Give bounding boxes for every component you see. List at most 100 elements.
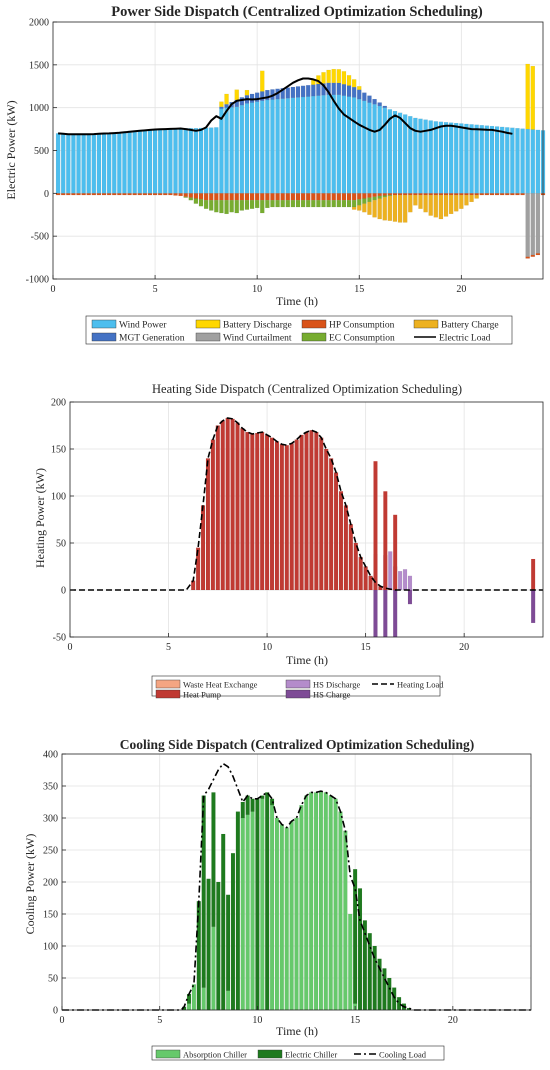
power-bar [377,198,382,220]
power-bar [275,193,280,201]
power-bar [351,206,357,210]
power-bar [351,97,357,194]
cooling-bar [304,795,309,1011]
power-bar [86,193,91,196]
power-bar [300,85,306,98]
power-bar [117,132,122,194]
power-bar [224,193,229,201]
power-bar [254,193,260,201]
power-bar [295,193,301,201]
heating-bar [260,431,265,591]
power-bar [244,193,250,201]
power-legend-label: Wind Power [119,321,167,331]
power-bar [474,194,479,199]
power-bar [474,193,479,196]
power-bar [525,128,530,194]
power-bar [61,133,66,194]
power-bar [71,193,76,196]
power-bar [168,193,173,196]
power-bar [183,196,188,198]
power-bar [382,193,387,196]
power-bar [357,193,362,200]
power-bar [515,128,520,194]
cooling-bar [250,811,255,1011]
power-bar [106,193,112,196]
heating-bar [324,448,329,591]
power-bar [132,193,137,196]
power-bar [346,85,352,97]
power-bar [198,127,204,194]
heating-bar [215,425,220,591]
power-bar [265,89,270,101]
cooling-x-tick-label: 0 [60,1015,65,1026]
power-bar [157,129,163,194]
power-bar [377,105,382,194]
power-bar [357,205,362,211]
power-bar [341,193,347,201]
power-bar [219,101,224,107]
power-bar [224,200,229,215]
power-bar [357,199,362,206]
power-bar [321,95,326,194]
power-bar [510,127,515,194]
power-bar [397,112,403,194]
power-y-tick-label: 0 [44,189,49,200]
power-bar [530,65,535,130]
power-legend-swatch [195,319,221,329]
power-bar [372,196,377,201]
power-bar [408,193,413,196]
power-bar [382,197,387,221]
power-bar [183,128,188,194]
heating-spike-bar [531,558,536,590]
power-bar [448,194,454,215]
power-bar [122,193,127,196]
power-bar [382,195,387,198]
cooling-bar [245,814,250,1011]
heating-y-tick-label: 0 [61,586,66,597]
heating-chart: Heating Side Dispatch (Centralized Optim… [33,382,544,700]
power-bar [316,200,321,208]
power-bar [489,193,495,196]
power-bar [331,68,336,83]
power-bar [525,63,530,130]
heating-bar [348,524,353,591]
cooling-y-tick-label: 250 [43,846,58,857]
heating-bar [220,420,225,591]
heating-bar [245,431,250,591]
power-bar [91,133,97,194]
power-bar [265,200,270,209]
heating-bar [309,430,314,591]
power-bar [300,200,306,208]
heating-bar [388,551,393,590]
cooling-x-tick-label: 10 [252,1015,262,1026]
power-bar [499,193,505,196]
power-bar [71,134,76,194]
power-bar [66,193,71,196]
heating-legend-swatch [285,689,311,699]
power-bar [209,193,214,201]
power-bar [260,200,265,214]
power-bar [520,128,525,194]
cooling-y-tick-label: 150 [43,910,58,921]
heating-x-tick-label: 20 [459,642,469,653]
heating-legend-label: Heat Pump [183,690,221,700]
power-bar [219,106,224,109]
cooling-x-tick-label: 5 [157,1015,162,1026]
power-bar [209,127,214,194]
cooling-y-tick-label: 350 [43,782,58,793]
power-bar [96,133,102,194]
power-bar [367,95,372,103]
power-bar [224,107,229,194]
power-bar [454,194,459,212]
power-legend-box [85,315,513,345]
power-bar [428,193,433,196]
power-bar [260,193,265,201]
power-bar [418,194,423,209]
power-bar [362,203,367,213]
heating-y-tick-label: 50 [56,539,66,550]
cooling-bar [387,977,392,1011]
heating-bar [191,580,196,591]
power-bar [224,93,229,105]
power-bar [142,130,148,194]
heating-bar [363,566,368,591]
